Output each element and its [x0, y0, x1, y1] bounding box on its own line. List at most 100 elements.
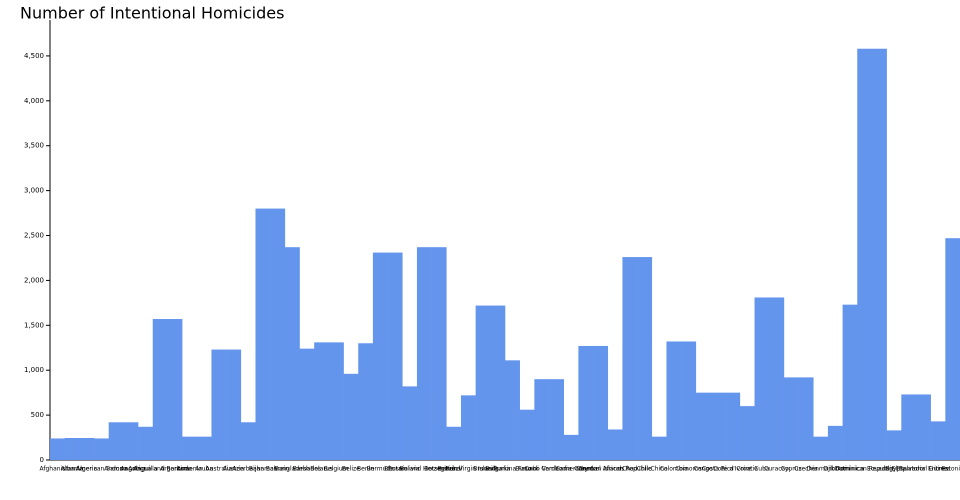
x-tick-label: Bahrain: [266, 466, 289, 473]
x-tick-label: Albania: [61, 466, 84, 473]
bar: [549, 379, 565, 460]
x-tick-label: Czechia: [794, 466, 818, 473]
y-tick-label: 1,000: [24, 366, 44, 374]
bar: [196, 436, 212, 460]
x-tick-label: Bangladesh: [275, 466, 310, 473]
x-tick-label: Bahamas: [249, 466, 277, 473]
x-tick-label: Eritrea: [928, 466, 948, 473]
bar: [211, 349, 227, 460]
bar: [343, 373, 359, 460]
x-tick-label: Algeria: [76, 466, 97, 473]
bar: [769, 297, 785, 460]
bar: [50, 438, 65, 460]
bar: [446, 426, 462, 460]
x-tick-label: Croatia: [736, 466, 758, 473]
chart-title: Number of Intentional Homicides: [20, 4, 284, 23]
x-tick-label: Cameroon: [556, 466, 587, 473]
x-tick-label: Anguilla: [133, 466, 158, 473]
bar: [666, 341, 682, 460]
bar: [871, 48, 887, 461]
x-tick-label: Andorra: [104, 466, 128, 473]
bar: [930, 421, 946, 460]
x-tick-label: Congo: [694, 466, 713, 473]
bar: [460, 395, 476, 460]
x-tick-label: Cuba: [754, 466, 770, 473]
y-tick-label: 3,000: [24, 187, 44, 195]
x-tick-label: Argentina: [160, 466, 190, 473]
bar: [402, 386, 418, 460]
x-tick-label: Dominica: [836, 466, 865, 473]
bar: [372, 252, 388, 460]
bar: [79, 438, 95, 460]
bar: [431, 247, 447, 460]
x-tick-label: China: [651, 466, 668, 473]
x-tick-label: Equatorial Guinea: [896, 466, 950, 473]
x-tick-label: American Samoa: [76, 466, 127, 473]
x-tick-label: Afghanistan: [39, 466, 75, 473]
bar: [651, 436, 667, 460]
y-tick-label: 2,000: [24, 276, 44, 284]
x-tick-label: Bhutan: [384, 466, 406, 473]
y-tick-label: 500: [31, 411, 44, 419]
x-tick-label: Cabo Verde: [524, 466, 559, 473]
y-tick-label: 1,500: [24, 321, 44, 329]
x-tick-label: Antigua and Barbuda: [128, 466, 192, 473]
bar: [607, 429, 623, 460]
x-tick-label: Benin: [357, 466, 374, 473]
x-tick-label: Chile: [637, 466, 652, 473]
x-tick-label: Armenia: [177, 466, 202, 473]
bar: [387, 252, 403, 460]
x-tick-label: Bosnia and Herzegovina: [388, 466, 461, 473]
x-tick-label: Azerbaijan: [232, 466, 264, 473]
bar: [505, 360, 520, 460]
bar: [416, 247, 432, 460]
x-tick-label: Bolivia: [400, 466, 420, 473]
bar: [328, 342, 344, 460]
x-tick-label: Belarus: [310, 466, 333, 473]
bar: [622, 257, 638, 460]
x-tick-label: Angola: [120, 466, 141, 473]
bar: [475, 305, 491, 460]
bar: [64, 438, 80, 460]
x-tick-label: Estonia: [942, 466, 960, 473]
bar: [783, 377, 799, 460]
bar: [637, 257, 653, 460]
x-tick-label: Chad: [622, 466, 638, 473]
bar: [578, 345, 594, 460]
bar: [138, 426, 154, 460]
x-tick-label: Aruba: [195, 466, 213, 473]
x-tick-label: El Salvador: [892, 466, 926, 473]
bar: [842, 304, 858, 460]
bar: [226, 349, 242, 460]
y-tick-label: 3,500: [24, 142, 44, 150]
bar: [901, 394, 917, 460]
x-tick-label: Australia: [206, 466, 233, 473]
x-tick-label: Cyprus: [781, 466, 802, 473]
bar: [813, 436, 829, 460]
x-tick-label: Belgium: [324, 466, 349, 473]
y-tick-label: 0: [40, 456, 44, 464]
bar: [915, 394, 931, 460]
bar: [886, 430, 902, 460]
x-tick-label: Egypt: [885, 466, 903, 473]
bar: [519, 409, 535, 460]
y-tick-label: 2,500: [24, 232, 44, 240]
x-tick-label: Curacao: [764, 466, 789, 473]
bar: [314, 342, 330, 460]
bar: [270, 208, 286, 460]
x-tick-label: Djibouti: [824, 466, 848, 473]
x-tick-label: Canada: [574, 466, 597, 473]
x-tick-label: Dominican Republic: [835, 466, 895, 473]
x-tick-label: Austria: [223, 466, 245, 473]
y-tick-label: 4,500: [24, 52, 44, 60]
x-tick-label: Denmark: [807, 466, 835, 473]
bar: [827, 425, 843, 460]
bar: [534, 379, 550, 460]
x-tick-label: Costa Rica: [702, 466, 734, 473]
bar: [945, 238, 960, 460]
bar: [167, 319, 183, 460]
x-tick-label: Burkina Faso: [493, 466, 532, 473]
x-tick-label: Colombia: [660, 466, 689, 473]
x-tick-label: Barbados: [293, 466, 321, 473]
x-tick-label: Cambodia: [541, 466, 572, 473]
